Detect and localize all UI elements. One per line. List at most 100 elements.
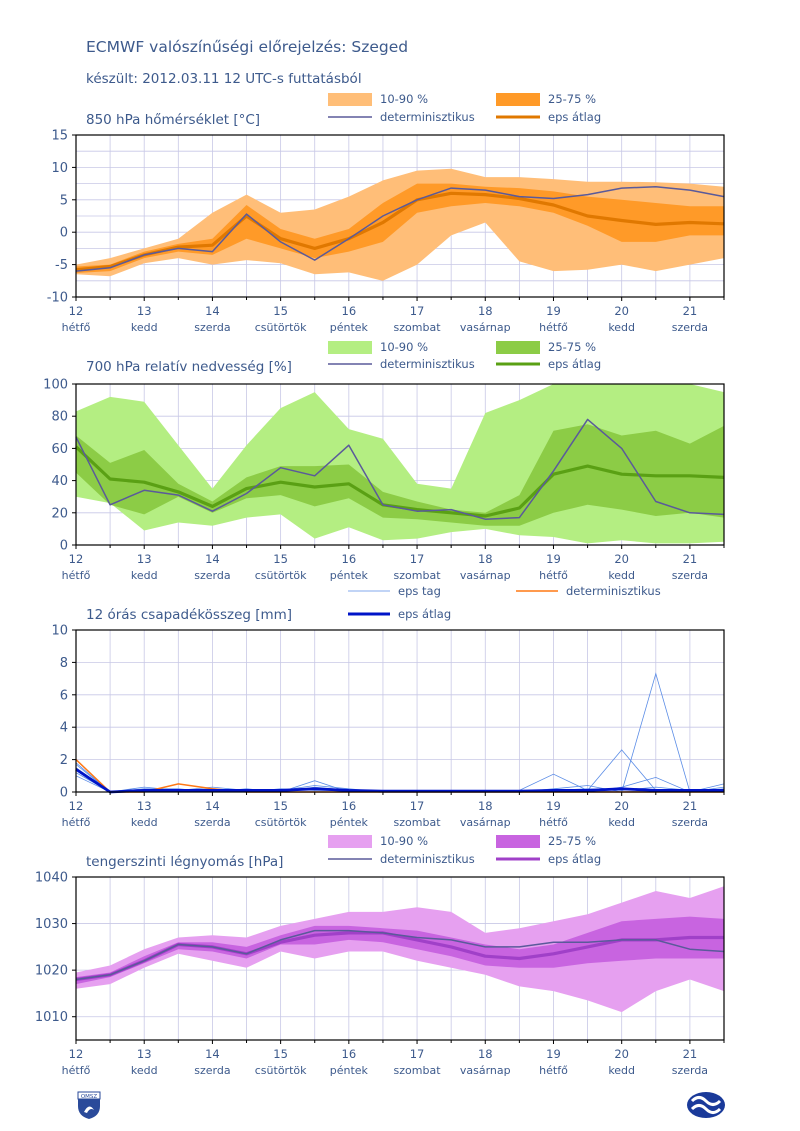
x-tick-label: 19 — [546, 552, 561, 566]
chart-title: tengerszinti légnyomás [hPa] — [86, 854, 283, 870]
x-tick-label: 13 — [137, 304, 152, 318]
x-day-label: péntek — [330, 569, 369, 582]
page-title: ECMWF valószínűségi előrejelzés: Szeged — [86, 38, 409, 56]
x-tick-label: 14 — [205, 552, 220, 566]
band-10-90 — [76, 886, 724, 1013]
x-day-label: kedd — [131, 321, 158, 334]
band-25-75 — [76, 424, 724, 526]
plot-frame — [75, 383, 725, 546]
legend-label-member: eps tag — [398, 584, 441, 598]
x-day-label: szerda — [672, 1064, 708, 1077]
band-25-75 — [76, 916, 724, 985]
legend-label-mean: eps átlag — [548, 110, 601, 124]
series-eps-mean — [75, 191, 725, 272]
x-tick-label: 19 — [546, 304, 561, 318]
legend-label-mean: eps átlag — [398, 607, 451, 621]
x-day-label: hétfő — [539, 569, 568, 582]
y-tick-label: 4 — [60, 721, 68, 736]
x-day-label: kedd — [608, 816, 635, 829]
y-tick-label: 5 — [60, 193, 68, 208]
x-tick-label: 15 — [273, 1047, 288, 1061]
x-day-label: hétfő — [539, 1064, 568, 1077]
legend-label-det: determinisztikus — [566, 584, 661, 598]
x-tick-label: 16 — [342, 304, 357, 318]
plot-frame — [75, 134, 725, 298]
series-eps-mean — [74, 445, 725, 518]
y-tick-label: 15 — [51, 129, 68, 144]
x-day-label: kedd — [608, 1064, 635, 1077]
x-day-label: szerda — [672, 321, 708, 334]
x-tick-label: 16 — [342, 552, 357, 566]
x-tick-label: 21 — [683, 552, 698, 566]
y-tick-label: 1030 — [35, 917, 68, 932]
x-tick-label: 12 — [69, 304, 84, 318]
x-day-label: szombat — [394, 1064, 442, 1077]
x-day-label: kedd — [131, 1064, 158, 1077]
x-day-label: csütörtök — [255, 1064, 307, 1077]
x-day-label: kedd — [608, 321, 635, 334]
plot-frame — [75, 629, 725, 793]
y-tick-label: 2 — [60, 753, 68, 768]
x-tick-label: 20 — [614, 799, 629, 813]
chart-panel-2 — [72, 341, 725, 549]
x-tick-label: 17 — [410, 799, 425, 813]
x-day-label: kedd — [131, 816, 158, 829]
y-tick-label: 8 — [60, 656, 68, 671]
series-deterministic — [75, 186, 725, 272]
y-tick-label: 0 — [60, 226, 68, 241]
x-day-label: vasárnap — [460, 321, 511, 334]
series-deterministic — [75, 418, 725, 520]
x-tick-label: 12 — [69, 1047, 84, 1061]
x-day-label: szombat — [394, 321, 442, 334]
x-day-label: péntek — [330, 321, 369, 334]
legend-swatch-25-75 — [496, 93, 540, 106]
x-tick-label: 13 — [137, 799, 152, 813]
x-day-label: péntek — [330, 1064, 369, 1077]
x-day-label: kedd — [131, 569, 158, 582]
series-deterministic — [75, 929, 725, 981]
plot-frame — [75, 876, 725, 1041]
x-tick-label: 17 — [410, 304, 425, 318]
y-tick-label: -10 — [47, 291, 68, 306]
x-tick-label: 18 — [478, 1047, 493, 1061]
legend-swatch-25-75 — [496, 835, 540, 848]
x-day-label: csütörtök — [255, 569, 307, 582]
legend-label-25-75: 25-75 % — [548, 340, 596, 354]
legend-swatch-25-75 — [496, 341, 540, 354]
x-day-label: hétfő — [62, 1064, 91, 1077]
x-day-label: kedd — [608, 569, 635, 582]
y-tick-label: 100 — [43, 378, 68, 393]
x-tick-label: 13 — [137, 1047, 152, 1061]
y-tick-label: 6 — [60, 688, 68, 703]
chart-title: 700 hPa relatív nedvesség [%] — [86, 359, 292, 375]
x-day-label: szerda — [194, 569, 230, 582]
legend-label-25-75: 25-75 % — [548, 834, 596, 848]
x-tick-label: 18 — [478, 799, 493, 813]
ecmwf-logo-icon — [687, 1092, 725, 1118]
y-tick-label: -5 — [55, 258, 68, 273]
y-tick-label: 0 — [60, 786, 68, 801]
legend-label-mean: eps átlag — [548, 852, 601, 866]
x-tick-label: 16 — [342, 799, 357, 813]
omsz-logo-icon: OMSZ — [77, 1091, 101, 1119]
y-tick-label: 0 — [60, 539, 68, 554]
legend-label-10-90: 10-90 % — [380, 92, 428, 106]
x-tick-label: 20 — [614, 304, 629, 318]
y-tick-label: 1010 — [35, 1010, 68, 1025]
x-day-label: hétfő — [62, 816, 91, 829]
y-tick-label: 40 — [51, 474, 68, 489]
x-tick-label: 15 — [273, 552, 288, 566]
series-deterministic — [75, 759, 724, 793]
legend-label-det: determinisztikus — [380, 357, 475, 371]
legend-label-mean: eps átlag — [548, 357, 601, 371]
series-eps-member-2 — [75, 672, 724, 793]
x-day-label: vasárnap — [460, 816, 511, 829]
y-tick-label: 1020 — [35, 964, 68, 979]
x-tick-label: 17 — [410, 552, 425, 566]
x-day-label: szerda — [672, 569, 708, 582]
x-tick-label: 14 — [205, 304, 220, 318]
legend-label-10-90: 10-90 % — [380, 340, 428, 354]
x-tick-label: 18 — [478, 552, 493, 566]
x-day-label: csütörtök — [255, 816, 307, 829]
